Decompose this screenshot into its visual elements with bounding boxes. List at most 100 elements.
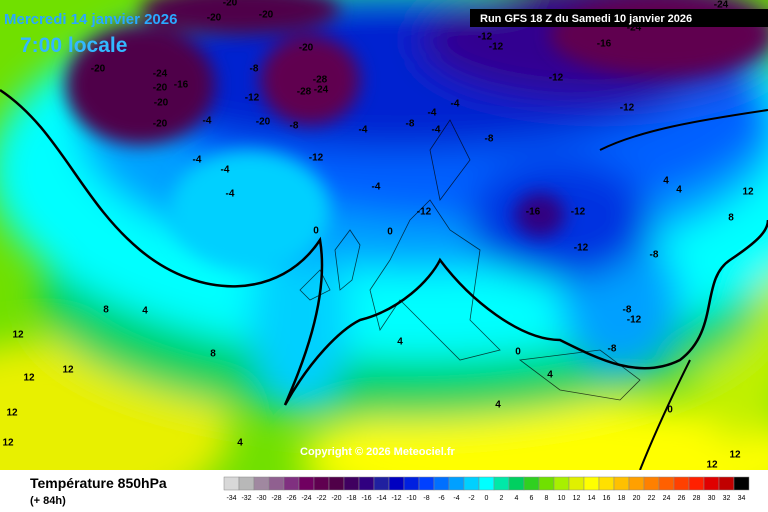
contour-label: 4 bbox=[663, 176, 669, 187]
scale-label: 26 bbox=[678, 495, 686, 502]
contour-labels: -20-20-20-24-16-24-16-12-12-20 -24-20 -16-… bbox=[2, 0, 754, 471]
contour-label: -4 bbox=[203, 116, 212, 127]
contour-label: -20 bbox=[91, 64, 106, 75]
contour-label: 4 bbox=[547, 370, 553, 381]
contour-label: -12 bbox=[245, 93, 260, 104]
scale-swatch bbox=[328, 476, 345, 491]
contour-label: -16 bbox=[526, 207, 541, 218]
scale-swatch bbox=[418, 476, 435, 491]
contour-label: -8 bbox=[406, 119, 415, 130]
scale-label: -26 bbox=[286, 495, 296, 502]
scale-swatch bbox=[733, 476, 750, 491]
contour-label: 4 bbox=[397, 337, 403, 348]
scale-label: -22 bbox=[316, 495, 326, 502]
scale-swatch bbox=[238, 476, 255, 491]
scale-swatch bbox=[568, 476, 585, 491]
contour-label: 8 bbox=[103, 305, 109, 316]
scale-label: -14 bbox=[376, 495, 386, 502]
field-title: Température 850hPa bbox=[30, 475, 167, 491]
contour-label: 4 bbox=[495, 400, 501, 411]
copyright: Copyright © 2026 Meteociel.fr bbox=[300, 446, 456, 458]
contour-label: -8 bbox=[485, 134, 494, 145]
scale-label: 34 bbox=[738, 495, 746, 502]
scale-label: 4 bbox=[515, 495, 519, 502]
scale-label: 2 bbox=[500, 495, 504, 502]
contour-label: -4 bbox=[193, 155, 202, 166]
contour-label: 12 bbox=[729, 450, 741, 461]
scale-swatch bbox=[523, 476, 540, 491]
scale-label: -12 bbox=[391, 495, 401, 502]
contour-label: -4 bbox=[432, 125, 441, 136]
contour-label: -20 bbox=[223, 0, 238, 9]
contour-label: 12 bbox=[2, 438, 14, 449]
contour-label: -24 bbox=[153, 69, 168, 80]
scale-label: 24 bbox=[663, 495, 671, 502]
zero-isotherm bbox=[599, 109, 768, 470]
scale-label: 28 bbox=[693, 495, 701, 502]
scale-swatch bbox=[583, 476, 600, 491]
contour-label: -12 bbox=[309, 153, 324, 164]
contour-label: -20 bbox=[153, 119, 168, 130]
scale-swatch bbox=[283, 476, 300, 491]
contour-label: 8 bbox=[728, 213, 734, 224]
scale-swatch bbox=[298, 476, 315, 491]
contour-label: -8 bbox=[290, 121, 299, 132]
contour-label: 0 bbox=[667, 405, 673, 416]
scale-label: -32 bbox=[241, 495, 251, 502]
scale-swatch bbox=[688, 476, 705, 491]
contour-label: -12 bbox=[489, 42, 504, 53]
scale-label: 14 bbox=[588, 495, 596, 502]
contour-label: -12 bbox=[417, 207, 432, 218]
contour-label: -24 bbox=[714, 0, 729, 11]
contour-label: -8 bbox=[623, 305, 632, 316]
contour-label: -12 bbox=[549, 73, 564, 84]
contour-label: -8 bbox=[608, 344, 617, 355]
scale-swatch bbox=[703, 476, 720, 491]
scale-label: -16 bbox=[361, 495, 371, 502]
scale-label: -2 bbox=[468, 495, 474, 502]
contour-label: -20 bbox=[259, 10, 274, 21]
scale-swatch bbox=[673, 476, 690, 491]
scale-swatch bbox=[538, 476, 555, 491]
contour-label: 12 bbox=[23, 373, 35, 384]
contour-label: -12 bbox=[478, 32, 493, 43]
zero-isotherm bbox=[0, 88, 768, 406]
scale-swatch bbox=[463, 476, 480, 491]
scale-label: -6 bbox=[438, 495, 444, 502]
scale-label: 0 bbox=[485, 495, 489, 502]
contour-label: -24 bbox=[627, 23, 642, 34]
scale-swatch bbox=[478, 476, 495, 491]
contour-label: -12 bbox=[620, 103, 635, 114]
scale-label: 16 bbox=[603, 495, 611, 502]
scale-swatch bbox=[508, 476, 525, 491]
scale-label: -4 bbox=[453, 495, 459, 502]
run-box bbox=[470, 9, 768, 27]
contour-label: -28 bbox=[313, 75, 328, 86]
scale-label: 30 bbox=[708, 495, 716, 502]
contour-label: -24 bbox=[314, 85, 329, 96]
scale-swatch bbox=[268, 476, 285, 491]
contour-label: -16 bbox=[715, 14, 730, 25]
scale-label: 12 bbox=[573, 495, 581, 502]
scale-label: 18 bbox=[618, 495, 626, 502]
scale-swatch bbox=[343, 476, 360, 491]
scale-label: 10 bbox=[558, 495, 566, 502]
scale-swatch bbox=[223, 476, 240, 491]
lead-time: (+ 84h) bbox=[30, 495, 66, 507]
contour-label: -4 bbox=[359, 125, 368, 136]
contour-label: -16 bbox=[597, 39, 612, 50]
scale-swatch bbox=[373, 476, 390, 491]
contour-label: -8 bbox=[250, 64, 259, 75]
contour-label: -4 bbox=[372, 182, 381, 193]
scale-swatch bbox=[628, 476, 645, 491]
scale-label: 20 bbox=[633, 495, 641, 502]
contour-label: 8 bbox=[210, 349, 216, 360]
scale-swatch bbox=[598, 476, 615, 491]
contour-label: -4 bbox=[226, 189, 235, 200]
contour-label: 0 bbox=[313, 226, 319, 237]
scale-label: 6 bbox=[530, 495, 534, 502]
contour-label: -20 bbox=[256, 117, 271, 128]
color-scale: -34 -32 -30 -28 -26 -24 -22 -20 -18 -16 -14 -12 -10-… bbox=[223, 476, 750, 502]
scale-swatch bbox=[448, 476, 465, 491]
